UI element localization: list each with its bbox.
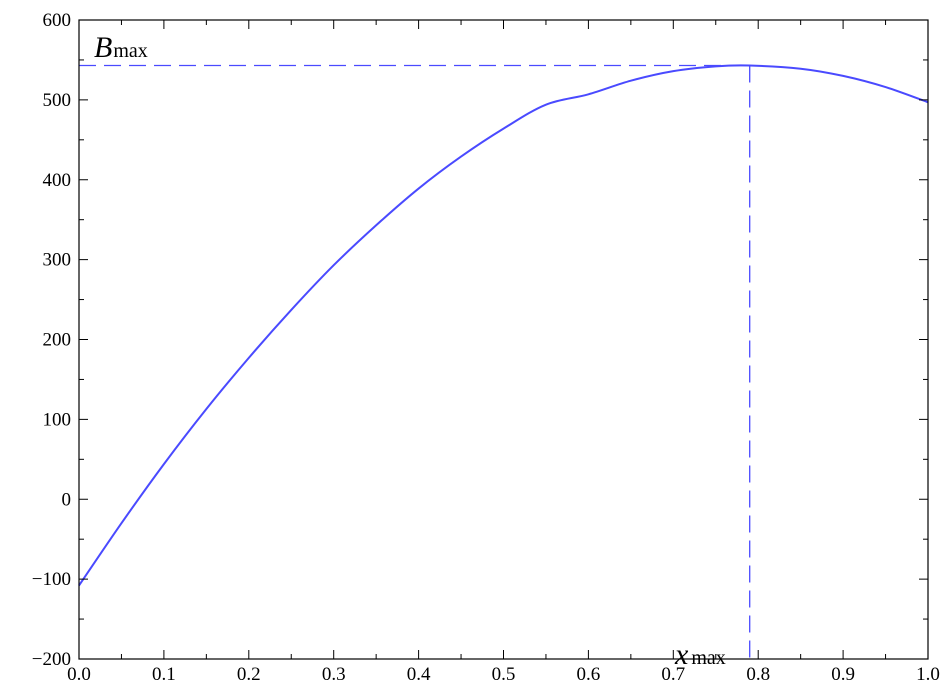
x-tick-label: 0.2	[237, 664, 261, 685]
x-tick-label: 0.0	[67, 664, 91, 685]
max-guides	[79, 64, 751, 659]
y-tick-label: 0	[62, 489, 72, 510]
x-tick-label: 1.0	[916, 664, 940, 685]
bmax-label-sub: max	[113, 40, 147, 62]
x-tick-label: 0.1	[152, 664, 176, 685]
y-tick-label: −100	[32, 569, 71, 590]
xmax-label-sub: max	[691, 647, 725, 669]
x-tick-label: 0.8	[746, 664, 770, 685]
y-tick-label: 200	[43, 330, 72, 351]
annotations: Bmax x max	[94, 31, 726, 671]
y-tick-label: −200	[32, 649, 71, 670]
x-tick-label: 0.4	[407, 664, 431, 685]
series-line	[78, 64, 929, 587]
x-tick-label: 0.5	[492, 664, 516, 685]
y-tick-label: 500	[43, 90, 72, 111]
x-tick-label: 0.3	[322, 664, 346, 685]
x-tick-label: 0.6	[577, 664, 601, 685]
x-tick-label: 0.9	[831, 664, 855, 685]
y-tick-label: 400	[43, 170, 72, 191]
x-tick-label: 0.7	[661, 664, 685, 685]
series-group	[78, 64, 929, 587]
y-tick-label: 300	[43, 250, 72, 271]
bmax-label-main: B	[94, 31, 112, 64]
xmax-label-main: x	[674, 638, 689, 671]
xmax-annotation: x max	[674, 638, 726, 671]
bmax-annotation: Bmax	[94, 31, 148, 64]
plot-frame	[78, 19, 929, 660]
y-tick-label: 600	[43, 10, 72, 31]
tick-labels: 0.0 0.1 0.2 0.3 0.4 0.5 0.6 0.7 0.8 0.9 1.0 −200 −10…	[32, 10, 940, 685]
y-tick-label: 100	[43, 409, 72, 430]
axes	[78, 19, 929, 660]
